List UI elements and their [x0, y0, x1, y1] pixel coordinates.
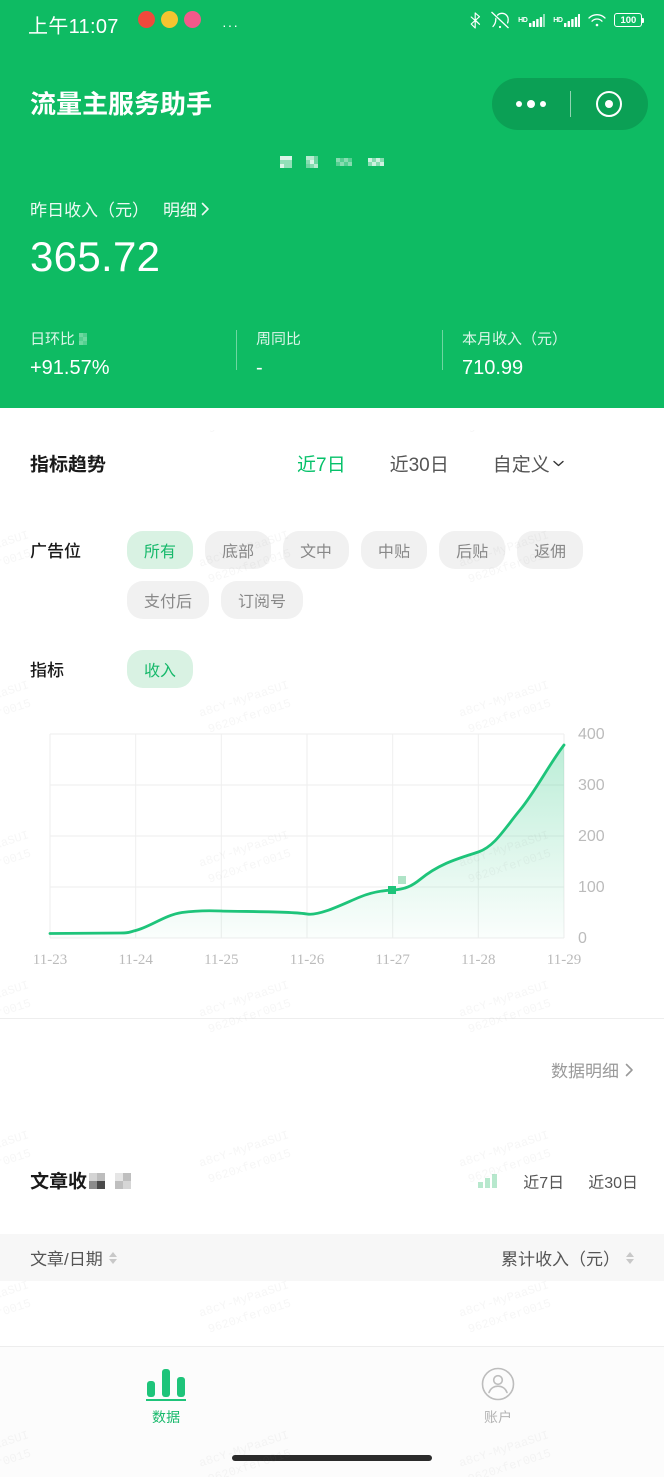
svg-text:11-25: 11-25: [204, 952, 238, 968]
svg-text:11-28: 11-28: [461, 952, 495, 968]
svg-text:400: 400: [578, 726, 605, 743]
svg-text:11-24: 11-24: [118, 952, 153, 968]
svg-text:11-26: 11-26: [290, 952, 325, 968]
svg-text:0: 0: [578, 930, 587, 947]
svg-text:100: 100: [578, 879, 605, 896]
svg-text:200: 200: [578, 828, 605, 845]
svg-text:300: 300: [578, 777, 605, 794]
svg-text:11-29: 11-29: [547, 952, 581, 968]
svg-text:11-27: 11-27: [375, 952, 410, 968]
svg-text:11-23: 11-23: [33, 952, 67, 968]
